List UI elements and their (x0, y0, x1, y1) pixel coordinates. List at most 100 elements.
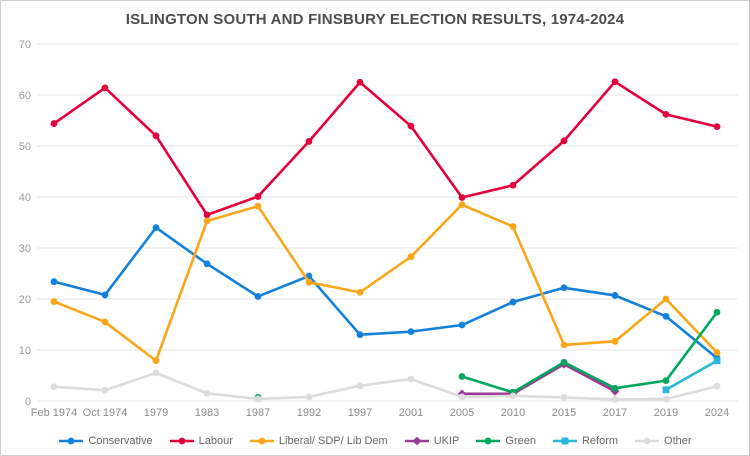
y-axis-tick-0: 0 (25, 396, 31, 408)
data-point-conservative-11 (611, 292, 619, 299)
data-point-liberal-sdp-lib-dem-9 (509, 223, 517, 230)
y-axis-tick-70: 70 (19, 39, 31, 51)
x-axis-tick-2024: 2024 (705, 407, 729, 419)
legend-dot-green (485, 437, 492, 445)
x-axis-tick-2019: 2019 (654, 407, 678, 419)
legend-item-liberal-sdp-lib-dem[interactable]: Liberal/ SDP/ Lib Dem (249, 435, 388, 447)
data-point-labour-10 (560, 137, 568, 145)
data-point-conservative-0 (50, 278, 58, 286)
legend-label-labour: Labour (198, 435, 233, 447)
data-point-labour-13 (713, 123, 721, 131)
data-point-other-6 (356, 382, 364, 390)
data-point-other-13 (713, 382, 721, 390)
y-axis-tick-40: 40 (19, 192, 31, 204)
data-point-conservative-3 (203, 260, 211, 268)
data-point-labour-4 (254, 193, 262, 200)
legend-item-conservative[interactable]: Conservative (58, 435, 153, 447)
legend-item-other[interactable]: Other (634, 435, 692, 447)
data-point-conservative-6 (356, 331, 364, 339)
data-point-liberal-sdp-lib-dem-3 (203, 217, 211, 225)
data-point-green-8 (458, 373, 466, 380)
reform-legend-marker-icon (552, 437, 577, 445)
series-line-liberal-sdp-lib-dem (52, 203, 719, 363)
legend-item-ukip[interactable]: UKIP (404, 435, 460, 447)
legend-item-reform[interactable]: Reform (552, 435, 618, 447)
data-point-liberal-sdp-lib-dem-5 (305, 278, 313, 286)
data-point-labour-12 (662, 110, 670, 118)
plot-area: 0 10 20 30 40 50 60 70 Feb 1974 Oct 1974 1979 1983 1… (19, 39, 738, 419)
data-point-conservative-8 (458, 321, 466, 329)
data-point-liberal-sdp-lib-dem-0 (50, 298, 58, 305)
x-axis-tick-1992: 1992 (297, 407, 321, 419)
series-line-green (460, 310, 719, 394)
series-line-reform (664, 359, 719, 392)
legend-label-reform: Reform (581, 435, 619, 447)
data-point-other-1 (101, 386, 109, 394)
data-point-other-5 (305, 393, 313, 401)
ukip-legend-marker-icon (404, 436, 429, 446)
data-point-reform-12 (662, 386, 670, 394)
data-point-other-9 (509, 392, 517, 400)
x-axis-tick-2005: 2005 (450, 407, 474, 419)
data-point-conservative-9 (509, 298, 517, 306)
data-point-green-13 (713, 308, 721, 316)
legend-label-other: Other (664, 435, 692, 447)
data-point-liberal-sdp-lib-dem-12 (662, 295, 670, 303)
legend-item-green[interactable]: Green (475, 435, 536, 447)
legend-label-ukip: UKIP (433, 435, 460, 447)
y-axis-tick-50: 50 (19, 141, 31, 153)
legend-dot-conservative (68, 437, 75, 445)
data-point-conservative-4 (254, 293, 262, 300)
data-point-other-4 (254, 395, 262, 403)
chart-title: ISLINGTON SOUTH AND FINSBURY ELECTION RE… (125, 11, 625, 28)
series-line-conservative (52, 226, 719, 360)
chart-legend: Conservative Labour Liberal/ SDP/ Lib Dem U… (1, 435, 749, 447)
data-point-other-0 (50, 383, 58, 391)
series-line-ukip (460, 362, 617, 396)
x-axis-tick-2010: 2010 (501, 407, 525, 419)
data-point-liberal-sdp-lib-dem-8 (458, 201, 466, 209)
legend-dot-other (643, 437, 651, 445)
x-axis-tick-2015: 2015 (552, 407, 576, 419)
data-point-other-3 (203, 389, 211, 397)
data-point-labour-8 (458, 194, 466, 201)
data-point-labour-6 (356, 78, 364, 86)
data-point-liberal-sdp-lib-dem-6 (356, 288, 364, 296)
conservative-legend-marker-icon (59, 437, 84, 445)
x-axis-tick-1997: 1997 (348, 407, 372, 419)
data-point-labour-9 (509, 181, 517, 189)
x-axis-tick-1987: 1987 (246, 407, 270, 419)
data-point-green-11 (611, 384, 619, 392)
data-point-conservative-10 (560, 284, 568, 292)
data-point-other-2 (152, 369, 160, 377)
data-point-liberal-sdp-lib-dem-2 (152, 357, 160, 365)
y-axis-tick-60: 60 (19, 90, 31, 102)
other-legend-marker-icon (635, 437, 660, 445)
data-point-green-10 (560, 358, 568, 366)
data-point-liberal-sdp-lib-dem-4 (254, 202, 262, 210)
data-point-labour-2 (152, 132, 160, 140)
data-point-other-11 (611, 396, 619, 403)
series-line-other (52, 371, 719, 401)
data-point-labour-0 (50, 120, 58, 127)
y-axis-tick-30: 30 (19, 243, 31, 255)
legend-label-liberal-sdp-lib-dem: Liberal/ SDP/ Lib Dem (278, 435, 388, 447)
x-axis-tick-2001: 2001 (399, 407, 423, 419)
x-axis-tick-feb-1974: Feb 1974 (31, 407, 77, 419)
data-point-conservative-7 (407, 328, 415, 336)
data-point-labour-11 (611, 78, 619, 86)
data-point-liberal-sdp-lib-dem-13 (713, 349, 721, 356)
green-legend-marker-icon (476, 437, 501, 445)
labour-legend-marker-icon (169, 437, 194, 445)
data-point-green-12 (662, 377, 670, 384)
x-axis-tick-oct-1974: Oct 1974 (83, 407, 128, 419)
x-axis-tick-1983: 1983 (195, 407, 219, 419)
legend-dot-liberal-sdp-lib-dem (258, 437, 266, 445)
data-point-liberal-sdp-lib-dem-1 (101, 318, 109, 326)
data-point-labour-1 (101, 84, 109, 92)
legend-item-labour[interactable]: Labour (169, 435, 233, 447)
data-point-conservative-2 (152, 224, 160, 232)
series-line-labour (52, 80, 719, 217)
data-point-other-12 (662, 395, 670, 403)
